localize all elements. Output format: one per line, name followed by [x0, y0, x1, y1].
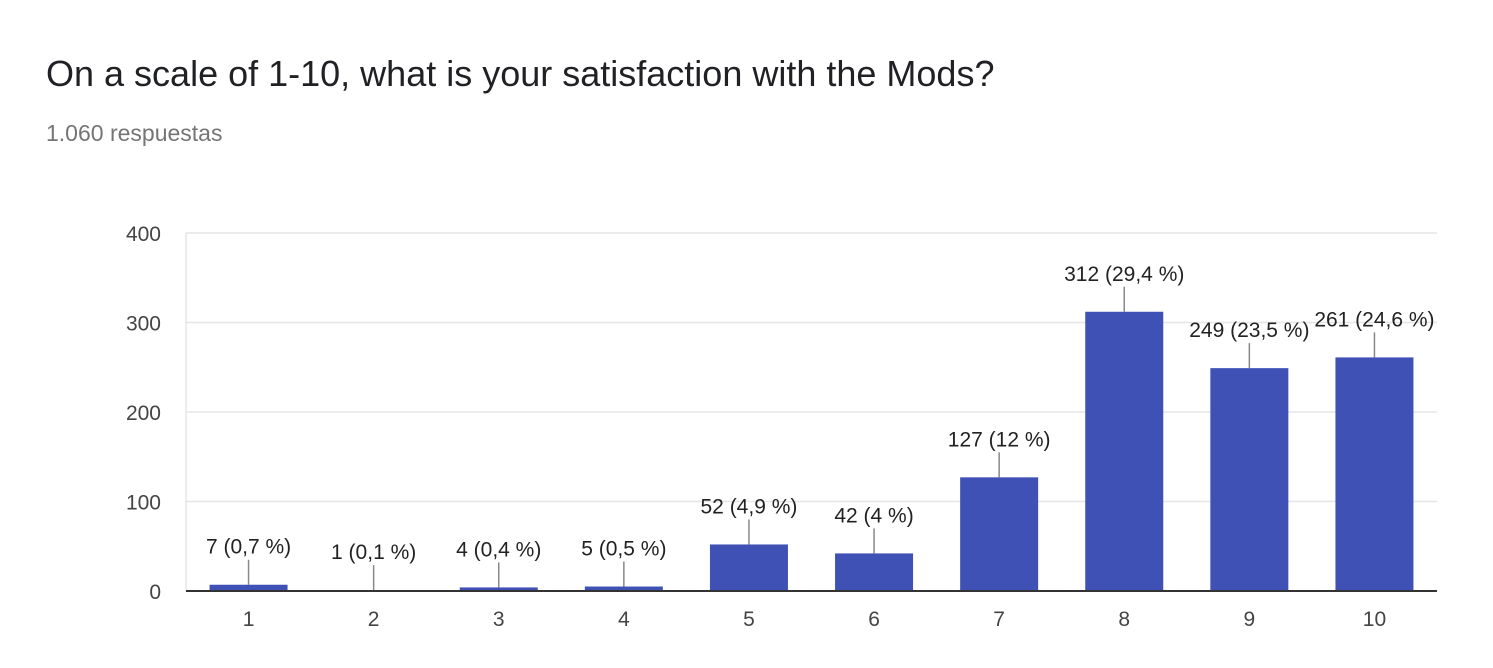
bar-4 — [584, 586, 663, 591]
bar-5 — [709, 544, 788, 591]
bar-9 — [1210, 368, 1289, 591]
bar-6 — [835, 553, 914, 591]
bar-8 — [1085, 311, 1164, 591]
data-label: 52 (4,9 %) — [701, 495, 798, 518]
data-label: 4 (0,4 %) — [456, 538, 541, 561]
x-tick-label: 6 — [868, 608, 880, 631]
x-axis-ticks: 1 2 3 4 5 6 7 8 9 10 — [243, 608, 1386, 631]
bar-1 — [209, 584, 288, 591]
chart-title: On a scale of 1-10, what is your satisfa… — [46, 53, 995, 94]
label-leaders — [247, 286, 1376, 591]
bar-10 — [1335, 357, 1414, 591]
y-tick-label: 100 — [126, 492, 161, 515]
data-label: 7 (0,7 %) — [206, 536, 291, 559]
y-tick-label: 0 — [149, 581, 161, 604]
y-tick-label: 400 — [126, 223, 161, 246]
data-label: 249 (23,5 %) — [1189, 319, 1309, 342]
data-label: 312 (29,4 %) — [1064, 263, 1184, 286]
y-axis-ticks: 0 100 200 300 400 — [126, 223, 161, 604]
bars — [209, 311, 1414, 591]
x-tick-label: 3 — [493, 608, 505, 631]
x-tick-label: 7 — [993, 608, 1005, 631]
bar-3 — [459, 587, 538, 591]
data-label: 261 (24,6 %) — [1314, 308, 1434, 331]
x-tick-label: 5 — [743, 608, 755, 631]
x-tick-label: 10 — [1363, 608, 1386, 631]
x-tick-label: 8 — [1118, 608, 1130, 631]
y-tick-label: 200 — [126, 402, 161, 425]
data-label: 5 (0,5 %) — [581, 538, 666, 561]
data-label: 127 (12 %) — [948, 428, 1051, 451]
x-tick-label: 1 — [243, 608, 255, 631]
x-tick-label: 4 — [618, 608, 630, 631]
response-count: 1.060 respuestas — [46, 120, 223, 146]
bar-7 — [960, 477, 1039, 591]
x-tick-label: 9 — [1244, 608, 1256, 631]
data-label: 1 (0,1 %) — [331, 541, 416, 564]
data-labels: 7 (0,7 %) 1 (0,1 %) 4 (0,4 %) 5 (0,5 %) 52 (… — [206, 263, 1435, 564]
x-tick-label: 2 — [368, 608, 380, 631]
y-tick-label: 300 — [126, 313, 161, 336]
data-label: 42 (4 %) — [834, 504, 913, 527]
